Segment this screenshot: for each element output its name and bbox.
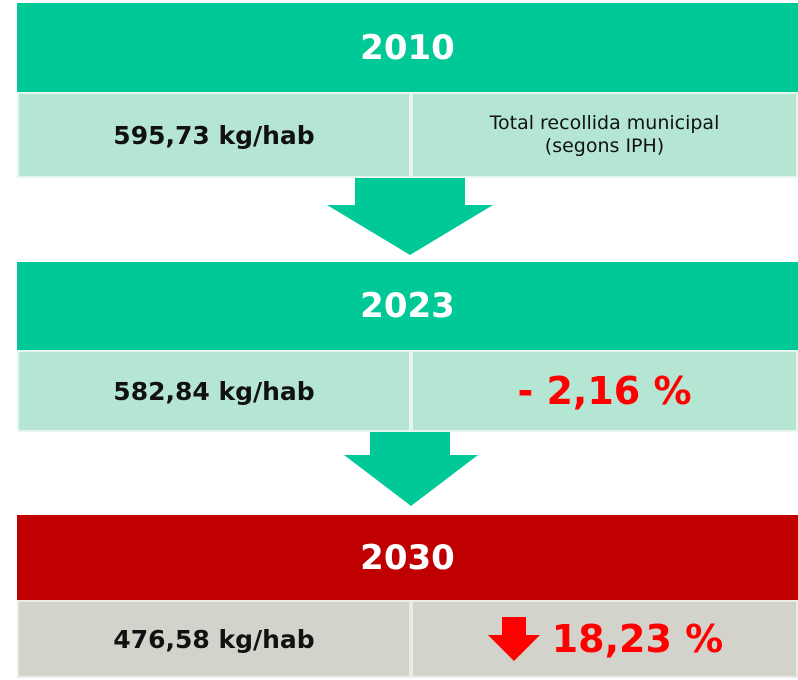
note-line: Total recollida municipal — [489, 112, 720, 135]
value-cell: 476,58 kg/hab — [17, 600, 411, 678]
change-cell: - 2,16 % — [411, 350, 798, 432]
value: 476,58 kg/hab — [113, 624, 315, 654]
value: 582,84 kg/hab — [113, 376, 315, 406]
change-cell: 18,23 % — [411, 600, 798, 678]
value-cell: 595,73 kg/hab — [17, 92, 411, 178]
value: 595,73 kg/hab — [113, 120, 315, 150]
flow-arrow — [344, 432, 478, 506]
change: - 2,16 % — [517, 369, 692, 413]
flow-arrow — [327, 178, 493, 255]
year-header: 2010 — [17, 3, 798, 92]
change: 18,23 % — [551, 617, 724, 661]
value-cell: 582,84 kg/hab — [17, 350, 411, 432]
note-cell: Total recollida municipal (segons IPH) — [411, 92, 798, 178]
year-header: 2030 — [17, 515, 798, 600]
note-line: (segons IPH) — [544, 135, 665, 157]
year-header: 2023 — [17, 262, 798, 350]
down-arrow-icon — [487, 617, 540, 661]
